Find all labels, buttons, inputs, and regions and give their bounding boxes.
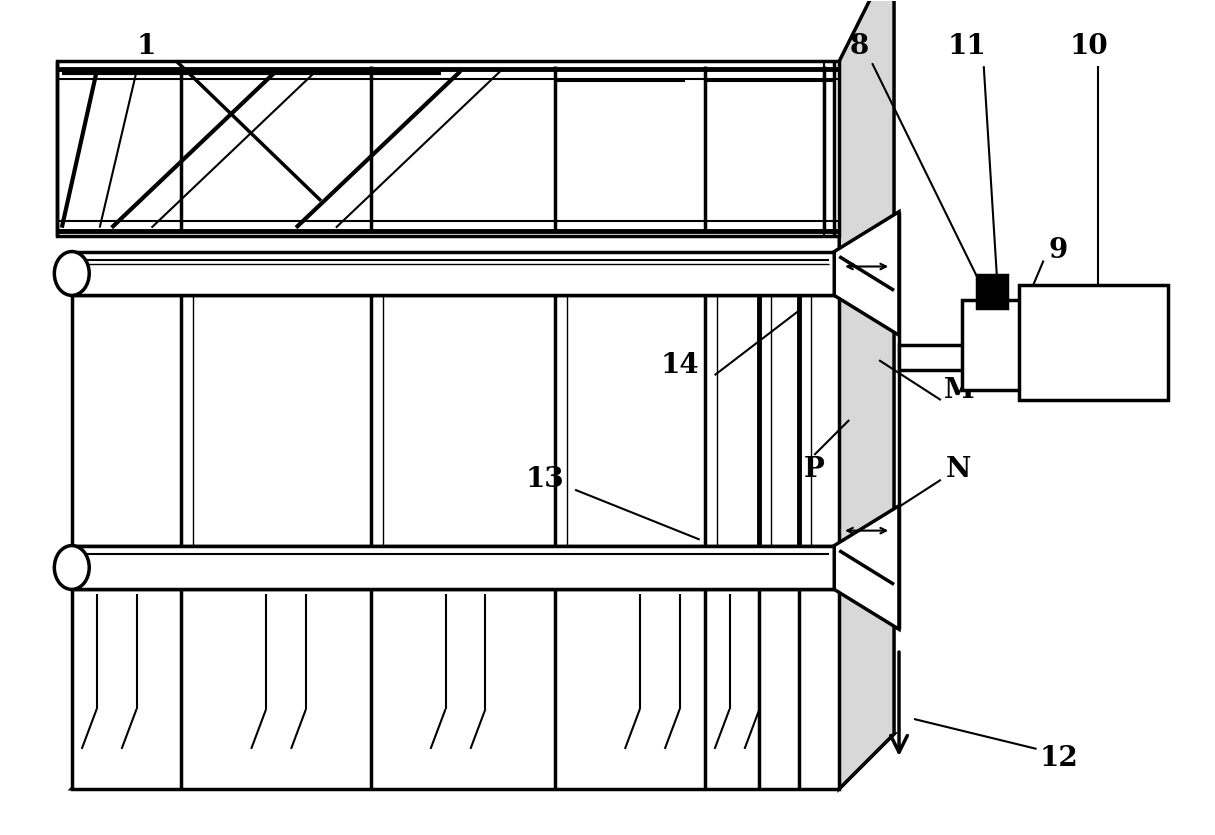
Bar (72, 296, 840, 545)
Text: 8: 8 (849, 33, 869, 60)
Text: P: P (804, 456, 825, 483)
Bar (72, 545, 840, 590)
Bar (962, 301, 1023, 390)
Bar (57, 61, 840, 235)
Text: N: N (946, 456, 972, 483)
Polygon shape (72, 734, 894, 789)
Text: 13: 13 (526, 466, 565, 493)
Text: 1: 1 (137, 33, 157, 60)
Bar (899, 345, 968, 370)
Text: 11: 11 (948, 33, 987, 60)
Text: M: M (944, 377, 974, 403)
Text: 14: 14 (661, 352, 699, 379)
Text: 12: 12 (1039, 746, 1078, 772)
Text: 10: 10 (1069, 33, 1108, 60)
Bar (1018, 286, 1168, 400)
Bar (977, 276, 1007, 308)
Polygon shape (835, 506, 899, 630)
Ellipse shape (55, 251, 89, 296)
Text: 9: 9 (1049, 237, 1068, 264)
Bar (72, 590, 840, 789)
Ellipse shape (55, 545, 89, 590)
Polygon shape (840, 0, 894, 789)
Bar (72, 251, 840, 296)
Polygon shape (835, 212, 899, 336)
